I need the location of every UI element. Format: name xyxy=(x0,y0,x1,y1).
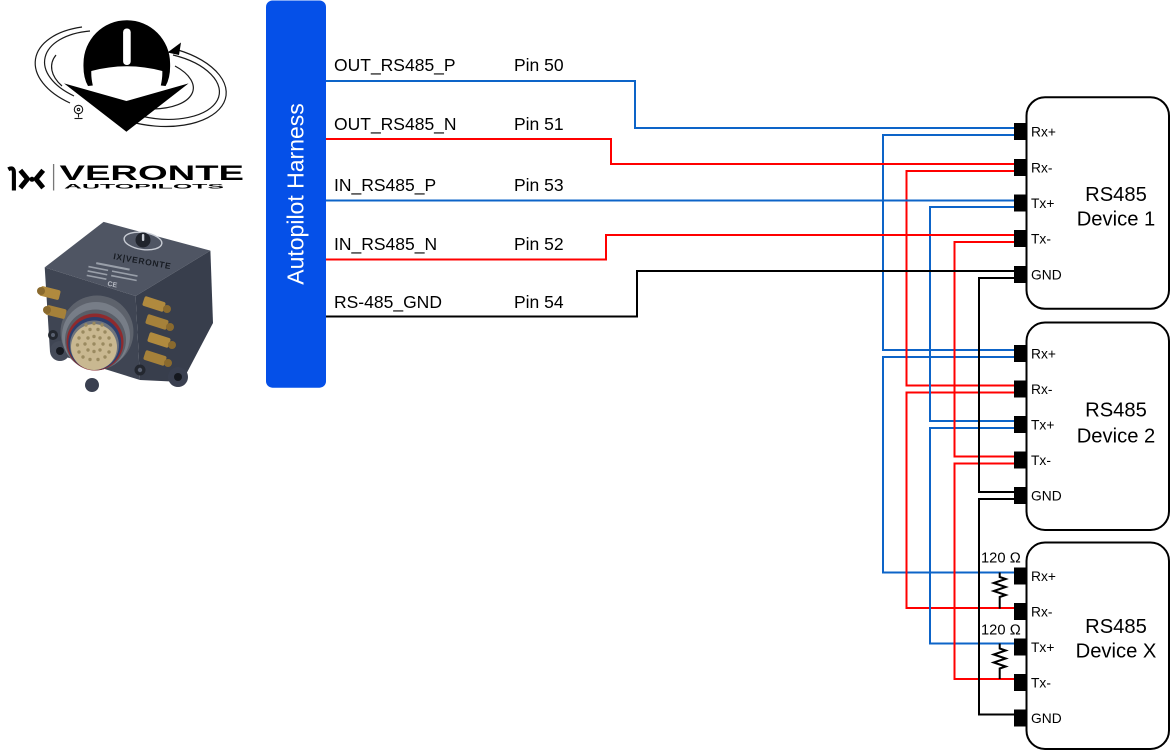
svg-text:Device 1: Device 1 xyxy=(1077,209,1156,231)
svg-text:Tx-: Tx- xyxy=(1031,232,1051,247)
svg-text:Device X: Device X xyxy=(1076,641,1157,663)
svg-text:RS-485_GND: RS-485_GND xyxy=(334,292,442,313)
svg-text:Tx-: Tx- xyxy=(1031,676,1051,691)
svg-text:OUT_RS485_P: OUT_RS485_P xyxy=(334,55,456,76)
svg-text:Pin 51: Pin 51 xyxy=(514,114,564,134)
svg-text:Rx+: Rx+ xyxy=(1031,125,1056,140)
svg-text:IN_RS485_P: IN_RS485_P xyxy=(334,175,436,196)
svg-text:Rx+: Rx+ xyxy=(1031,347,1056,362)
svg-text:Tx-: Tx- xyxy=(1031,453,1051,468)
svg-text:Rx-: Rx- xyxy=(1031,382,1052,397)
svg-text:Device 2: Device 2 xyxy=(1077,426,1156,448)
svg-text:OUT_RS485_N: OUT_RS485_N xyxy=(334,114,457,135)
svg-text:Rx+: Rx+ xyxy=(1031,569,1056,584)
svg-text:Pin 54: Pin 54 xyxy=(514,292,564,312)
svg-text:CE: CE xyxy=(107,281,118,290)
svg-text:120 Ω: 120 Ω xyxy=(981,551,1021,567)
svg-text:Tx+: Tx+ xyxy=(1031,640,1054,655)
svg-text:120 Ω: 120 Ω xyxy=(981,622,1021,638)
svg-text:GND: GND xyxy=(1031,268,1062,283)
svg-text:Rx-: Rx- xyxy=(1031,161,1052,176)
svg-text:GND: GND xyxy=(1031,489,1062,504)
svg-text:Tx+: Tx+ xyxy=(1031,196,1054,211)
svg-text:Pin 53: Pin 53 xyxy=(514,175,564,195)
svg-text:RS485: RS485 xyxy=(1085,616,1147,638)
svg-text:Autopilot Harness: Autopilot Harness xyxy=(283,103,309,285)
svg-text:GND: GND xyxy=(1031,711,1062,726)
svg-text:RS485: RS485 xyxy=(1085,400,1147,422)
svg-text:IN_RS485_N: IN_RS485_N xyxy=(334,234,437,255)
svg-text:Rx-: Rx- xyxy=(1031,605,1052,620)
svg-text:RS485: RS485 xyxy=(1085,184,1147,206)
svg-text:AUTOPILOTS: AUTOPILOTS xyxy=(64,184,226,191)
svg-text:VERONTE: VERONTE xyxy=(60,161,245,185)
svg-text:Pin 50: Pin 50 xyxy=(514,55,564,75)
svg-text:Pin 52: Pin 52 xyxy=(514,234,564,254)
svg-text:Tx+: Tx+ xyxy=(1031,418,1054,433)
